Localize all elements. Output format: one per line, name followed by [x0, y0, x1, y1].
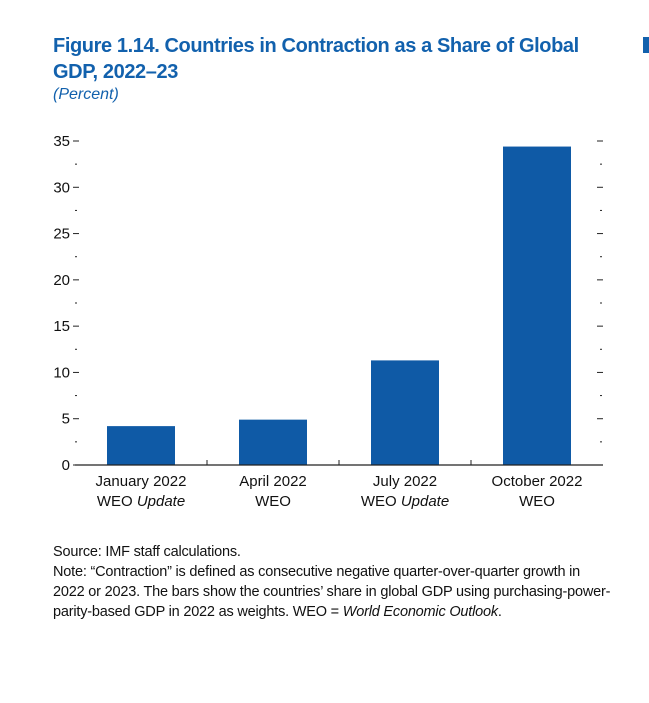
adjacent-figure-edge — [643, 37, 649, 53]
x-tick-label-line2: WEO Update — [361, 493, 449, 510]
x-tick-label: April 2022 — [239, 473, 307, 490]
x-tick-label-line2: WEO — [255, 493, 291, 510]
bar-chart: 0 5 10 15 20 25 30 35 January 2022 WEO Update Apr… — [53, 133, 603, 510]
y-tick-label: 20 — [53, 272, 70, 289]
x-tick-label: July 2022 — [373, 473, 437, 490]
note-end: . — [497, 604, 502, 620]
y-tick-label: 25 — [53, 226, 70, 243]
bar — [239, 419, 307, 465]
y-axis: 0 5 10 15 20 25 30 35 — [53, 133, 79, 474]
figure-notes: Source: IMF staff calculations. Note: “C… — [53, 542, 613, 622]
figure-title: Figure 1.14. Countries in Contraction as… — [53, 35, 579, 83]
y-tick-label: 35 — [53, 133, 70, 150]
source-line: Source: IMF staff calculations. — [53, 544, 241, 560]
y-tick-label: 30 — [53, 179, 70, 196]
bars — [107, 146, 571, 465]
bar — [107, 426, 175, 465]
right-axis — [597, 140, 603, 466]
y-tick-label: 0 — [62, 457, 70, 474]
note-text: Note: “Contraction” is defined as consec… — [53, 564, 611, 620]
x-tick-label: January 2022 — [96, 473, 187, 490]
x-tick-label: October 2022 — [492, 473, 583, 490]
y-tick-label: 5 — [62, 411, 70, 428]
note-paragraph: Note: “Contraction” is defined as consec… — [53, 562, 613, 622]
bar — [371, 360, 439, 465]
x-axis: January 2022 WEO Update April 2022 WEO July … — [75, 460, 603, 510]
x-tick-label-line2: WEO Update — [97, 493, 185, 510]
y-tick-label: 15 — [53, 318, 70, 335]
bar — [503, 146, 571, 465]
note-italic: World Economic Outlook — [342, 604, 498, 620]
y-tick-label: 10 — [53, 364, 70, 381]
figure-subtitle: (Percent) — [53, 86, 119, 103]
x-tick-label-line2: WEO — [519, 493, 555, 510]
